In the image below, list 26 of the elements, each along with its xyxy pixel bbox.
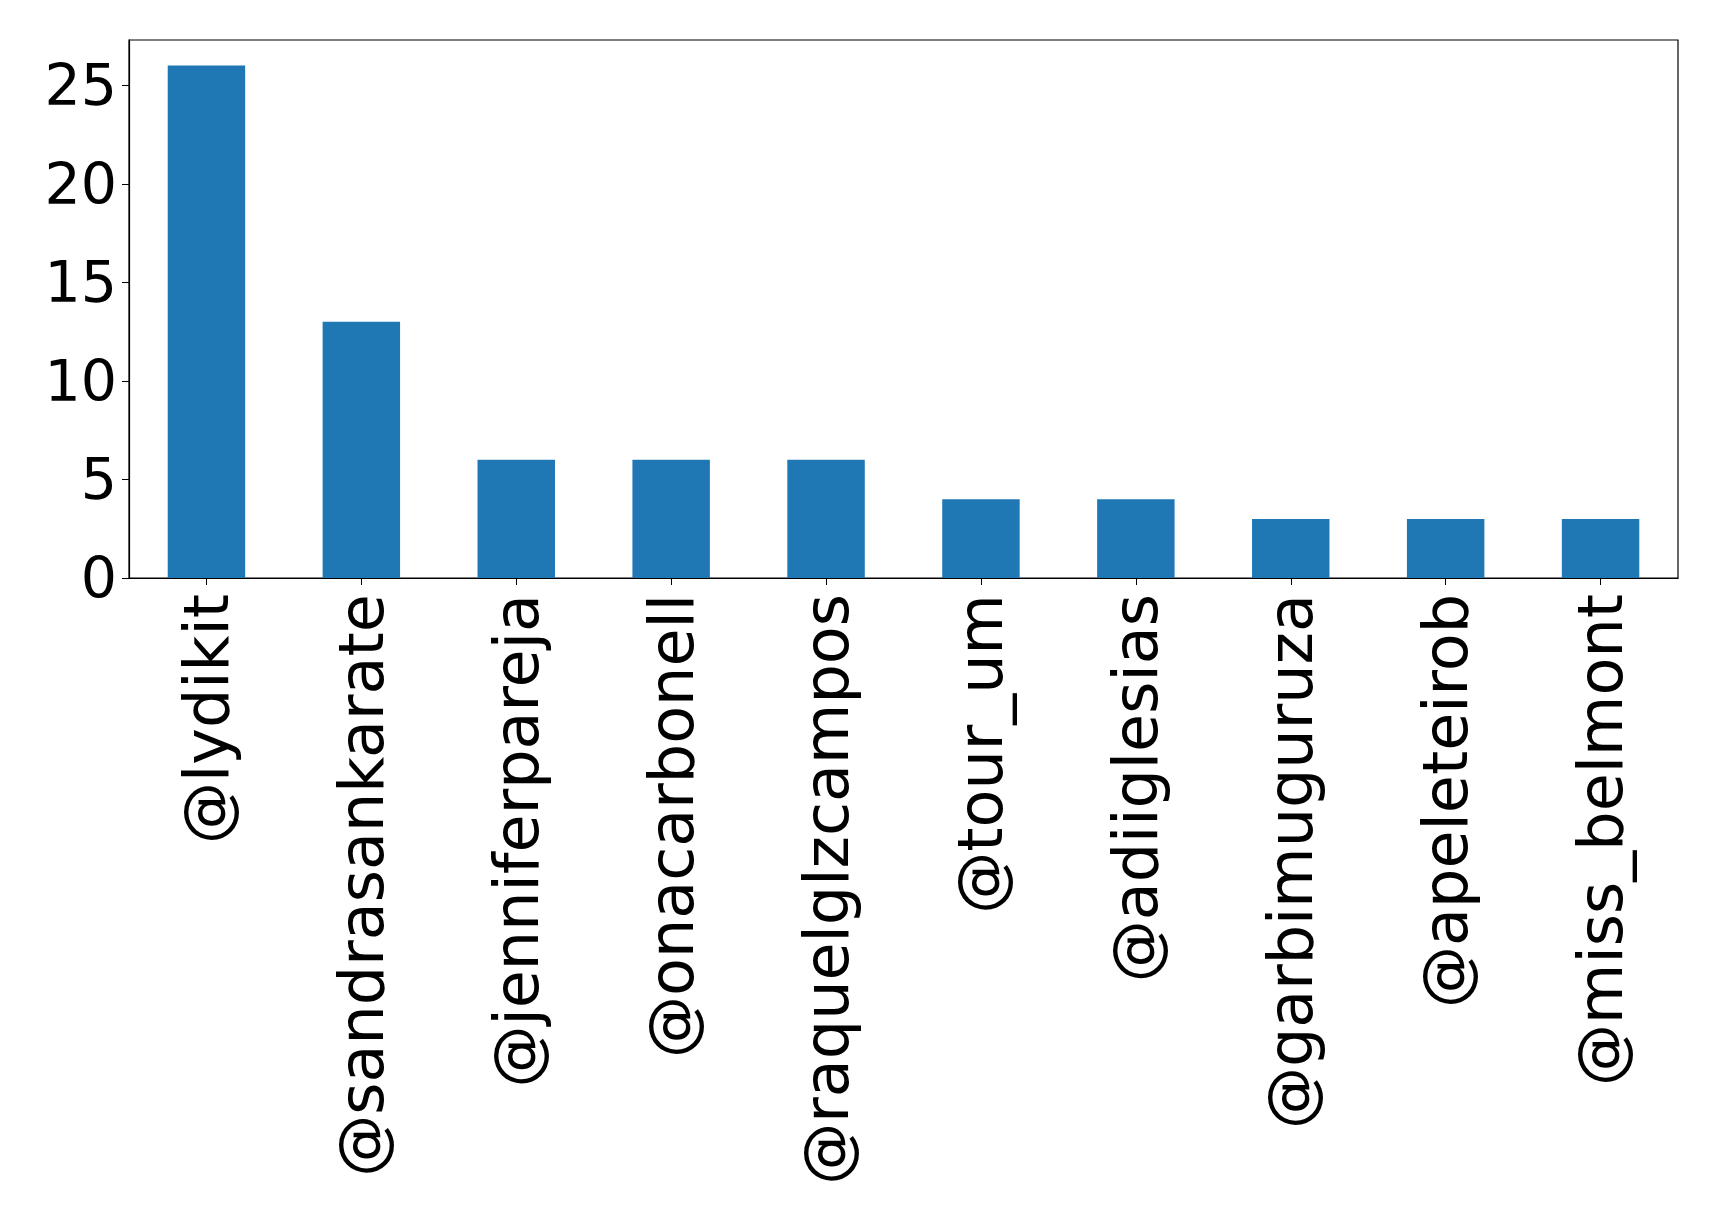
bar [1406,518,1485,578]
x-tick-label: @raquelglzcampos [789,594,863,1185]
y-tick-label: 15 [44,249,117,316]
x-tick-label: @sandrasankarate [324,594,398,1177]
y-tick-label: 0 [80,545,117,611]
bar [477,459,555,578]
y-tick-label: 10 [44,347,117,414]
bar [1097,499,1175,578]
bar [1252,518,1330,578]
bar [942,499,1020,578]
bar [167,65,246,578]
x-tick-label: @miss_belmont [1564,594,1638,1086]
x-tick-label: @jenniferpareja [479,594,553,1088]
x-tick-label: @lydikit [169,594,243,844]
x-tick-label: @adiiglesias [1099,594,1173,983]
x-tick-label: @onacarbonell [634,594,708,1058]
bar [1561,518,1640,578]
bar [632,459,710,578]
bar [322,321,401,578]
y-tick-label: 5 [80,446,117,513]
y-tick-label: 20 [44,150,117,217]
x-tick-label: @tour_um [944,594,1018,914]
bar [787,459,865,578]
x-tick-label: @apeleteirob [1409,594,1483,1008]
x-tick-label: @garbimuguruza [1254,594,1328,1130]
y-tick-label: 25 [44,52,117,119]
